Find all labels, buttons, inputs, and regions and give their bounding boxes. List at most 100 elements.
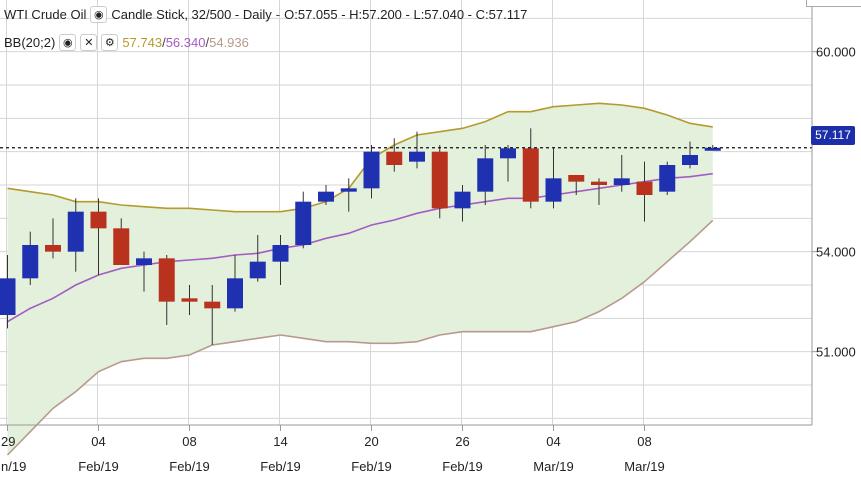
candles	[0, 128, 721, 345]
x-tick-month: Feb/19	[260, 459, 300, 474]
bollinger-upper-line	[7, 102, 713, 213]
bollinger-lower-line	[6, 219, 714, 456]
candle-body	[386, 151, 403, 165]
chart-corner-box	[806, 0, 861, 7]
candle-body	[454, 191, 471, 209]
candle-body	[591, 181, 607, 185]
x-tick-day: 26	[455, 434, 469, 449]
candle	[545, 148, 562, 209]
candle-body	[45, 245, 61, 252]
candle-body	[249, 261, 266, 279]
candle-body	[0, 278, 16, 315]
candle	[272, 235, 289, 285]
candle-body	[67, 211, 84, 252]
candle	[682, 141, 698, 169]
candle-body	[545, 178, 562, 202]
bollinger-middle-line	[7, 172, 713, 323]
candle-body	[158, 258, 175, 302]
candle-body	[659, 165, 676, 192]
indicator-name: BB(20;2)	[4, 35, 56, 50]
symbol-name: WTI Crude Oil	[4, 7, 87, 22]
y-tick-label: 60.000	[816, 45, 856, 60]
last-price-tag: 57.117	[811, 126, 855, 145]
candle	[318, 185, 334, 205]
candle-body	[90, 211, 107, 229]
close-icon[interactable]: ✕	[80, 34, 98, 51]
candle-body	[636, 181, 653, 195]
candle-body	[272, 245, 289, 262]
candle-body	[113, 228, 130, 265]
candle	[158, 255, 175, 325]
candle	[22, 231, 39, 285]
ohlc-values: O:57.055 - H:57.200 - L:57.040 - C:57.11…	[284, 7, 528, 22]
candle	[454, 185, 471, 222]
y-tick-label: 51.000	[816, 345, 856, 360]
candle-body	[568, 175, 585, 182]
candle	[204, 285, 221, 345]
candle-body	[477, 158, 494, 192]
candle	[409, 131, 425, 169]
x-tick-day: 20	[364, 434, 378, 449]
candle-body	[340, 188, 357, 192]
candle-body	[613, 178, 630, 185]
x-tick-month: Mar/19	[533, 459, 573, 474]
candle	[67, 198, 84, 272]
x-tick-day: 08	[182, 434, 196, 449]
x-tick-day: 29	[1, 434, 15, 449]
eye-icon[interactable]: ◉	[59, 34, 77, 51]
candle-body	[522, 148, 539, 202]
y-tick-label: 54.000	[816, 245, 856, 260]
candle-body	[22, 245, 39, 279]
x-tick-month: Feb/19	[442, 459, 482, 474]
x-tick-month: Feb/19	[169, 459, 209, 474]
candle	[659, 161, 676, 195]
y-axis-ticks: 60.000 54.000 51.000	[812, 45, 856, 360]
candle	[340, 178, 357, 212]
candle-body	[318, 191, 334, 202]
candle	[181, 285, 198, 315]
candle	[500, 145, 516, 182]
bb-middle-value: 56.340	[165, 35, 206, 50]
symbol-legend: WTI Crude Oil ◉ Candle Stick, 32/500 - D…	[4, 6, 528, 23]
candle	[568, 175, 585, 195]
candle-body	[227, 278, 243, 309]
x-axis-ticks: 29 n/19 04 Feb/19 08 Feb/19 14 Feb/19 20 Feb/19 26…	[1, 425, 665, 474]
x-tick-day: 08	[637, 434, 651, 449]
candle	[227, 255, 243, 312]
candle	[363, 145, 380, 199]
x-tick-day: 04	[91, 434, 105, 449]
candle	[45, 218, 61, 259]
x-tick-month: n/19	[1, 459, 26, 474]
candle	[295, 191, 312, 249]
candle-body	[500, 148, 516, 159]
candle	[613, 155, 630, 192]
x-tick-day: 04	[546, 434, 560, 449]
x-tick-day: 14	[273, 434, 287, 449]
candle-body	[204, 301, 221, 309]
chart-type-label: Candle Stick, 32/500 - Daily	[111, 7, 272, 22]
candle-body	[682, 155, 698, 165]
candle-body	[409, 151, 425, 162]
candle-body	[704, 147, 721, 151]
candle-body	[431, 151, 448, 209]
candle	[249, 235, 266, 282]
candle	[90, 198, 107, 275]
candle	[522, 128, 539, 209]
candle	[591, 178, 607, 205]
candle-body	[136, 258, 152, 265]
candle	[136, 251, 152, 292]
gear-icon[interactable]: ⚙	[101, 34, 119, 51]
eye-icon[interactable]: ◉	[90, 6, 108, 23]
bb-upper-value: 57.743	[122, 35, 163, 50]
candle	[0, 255, 16, 329]
candle-body	[295, 201, 312, 245]
candle	[386, 138, 403, 172]
bb-lower-value: 54.936	[209, 35, 249, 50]
bollinger-band-fill	[7, 103, 713, 455]
candle	[636, 161, 653, 222]
candle	[431, 145, 448, 219]
x-tick-month: Feb/19	[78, 459, 118, 474]
indicator-legend: BB(20;2) ◉ ✕ ⚙ 57.743/56.340/54.936	[4, 34, 249, 51]
candle	[704, 145, 721, 151]
